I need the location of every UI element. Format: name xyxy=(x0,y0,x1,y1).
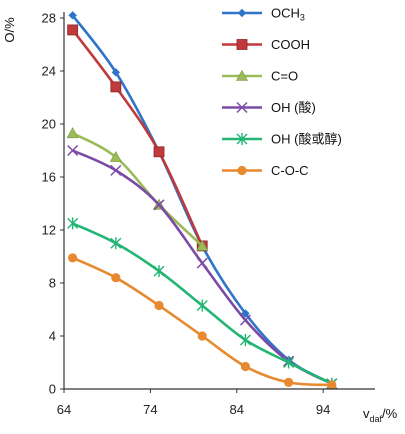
data-point xyxy=(109,151,122,162)
data-point xyxy=(196,239,209,251)
series-line xyxy=(72,149,333,385)
data-point xyxy=(68,253,78,263)
legend-item-3: OH (酸) xyxy=(222,100,316,115)
y-tick-label: 0 xyxy=(49,382,56,397)
data-point xyxy=(283,356,295,369)
legend-marker xyxy=(235,69,249,81)
legend-item-1: COOH xyxy=(222,37,310,52)
legend-item-2: C=O xyxy=(222,69,298,84)
series-4 xyxy=(67,217,338,390)
y-tick-label: 24 xyxy=(42,64,56,79)
data-point xyxy=(66,127,79,139)
legend-marker xyxy=(236,133,248,145)
legend-label: OH (酸) xyxy=(271,100,316,115)
data-point xyxy=(153,146,165,158)
series-line xyxy=(71,29,204,247)
x-tick-label: 64 xyxy=(57,402,71,417)
data-point xyxy=(110,164,122,176)
data-point xyxy=(110,81,122,93)
series-1 xyxy=(67,24,208,252)
data-point xyxy=(153,199,165,211)
y-tick-label: 4 xyxy=(49,329,56,344)
data-point xyxy=(67,217,79,230)
data-point xyxy=(197,331,207,341)
data-point xyxy=(111,68,121,77)
x-tick-label: 74 xyxy=(143,402,157,417)
legend-label: OH (酸或醇) xyxy=(271,132,342,147)
y-axis-label: O/% xyxy=(2,17,17,43)
legend-layer: OCH3 COOH C=O OH (酸) OH (酸或醇) C-O-C xyxy=(222,6,342,178)
data-point xyxy=(239,333,251,346)
data-point xyxy=(327,380,337,390)
legend-label: OCH3 xyxy=(271,6,305,23)
data-point xyxy=(111,273,121,283)
x-axis-label: vdaf/% xyxy=(363,406,398,424)
data-point xyxy=(240,361,251,372)
y-tick-label: 28 xyxy=(42,11,56,26)
data-point xyxy=(196,257,208,269)
legend-marker xyxy=(237,8,247,18)
data-point xyxy=(110,237,122,250)
legend-marker xyxy=(236,101,248,114)
data-point xyxy=(153,265,165,278)
legend-label: COOH xyxy=(271,37,310,52)
legend-marker xyxy=(236,39,248,50)
data-point xyxy=(67,144,79,157)
data-point xyxy=(241,309,250,318)
data-point xyxy=(284,377,294,387)
legend-marker xyxy=(237,165,247,176)
data-point xyxy=(68,11,77,20)
data-point xyxy=(196,299,208,312)
legend-item-0: OCH3 xyxy=(222,6,305,23)
y-tick-label: 16 xyxy=(42,170,56,185)
y-tick-label: 20 xyxy=(42,117,56,132)
y-tick-label: 8 xyxy=(49,276,56,291)
legend-label: C=O xyxy=(271,69,298,84)
series-line xyxy=(72,132,204,247)
data-point xyxy=(239,314,251,326)
x-tick-label: 84 xyxy=(230,402,244,417)
series-5 xyxy=(68,253,337,390)
series-layer xyxy=(66,11,338,390)
legend-item-5: C-O-C xyxy=(222,163,309,178)
data-point xyxy=(154,300,164,311)
data-point xyxy=(67,24,79,36)
series-3 xyxy=(67,144,338,390)
y-tick-label: 12 xyxy=(42,223,56,238)
legend-label: C-O-C xyxy=(271,163,309,178)
legend-item-4: OH (酸或醇) xyxy=(222,132,342,147)
axes-layer: 0 4 8 12 16 20 24 28 64 74 84 94 xyxy=(42,11,375,417)
x-tick-label: 94 xyxy=(316,402,330,417)
series-2 xyxy=(66,127,209,251)
